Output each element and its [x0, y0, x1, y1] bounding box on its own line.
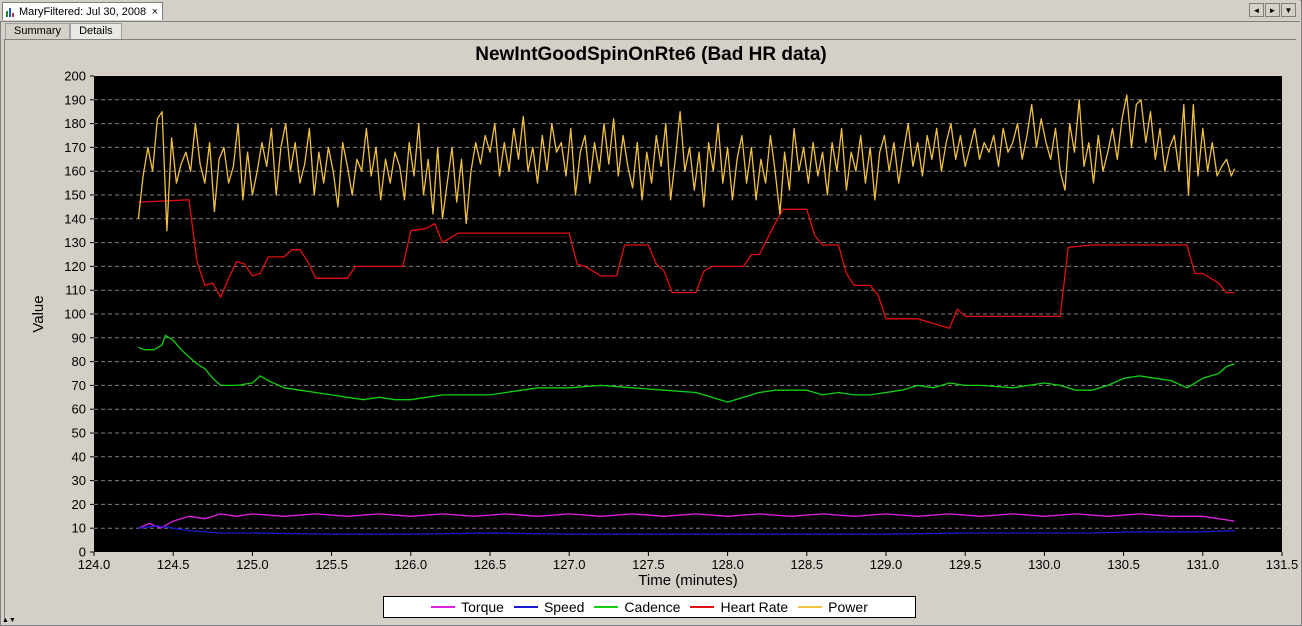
legend-item-power: Power — [798, 599, 868, 615]
document-tab-title: MaryFiltered: Jul 30, 2008 — [19, 5, 147, 18]
x-tick-label: 128.0 — [711, 557, 744, 572]
legend-swatch — [690, 606, 715, 608]
x-tick-label: 127.5 — [632, 557, 665, 572]
x-tick-label: 126.5 — [474, 557, 507, 572]
tab-list-button[interactable]: ▼ — [1281, 3, 1296, 17]
legend-label: Cadence — [624, 599, 681, 615]
x-tick-label: 125.0 — [236, 557, 269, 572]
legend-swatch — [594, 606, 619, 608]
document-tab[interactable]: MaryFiltered: Jul 30, 2008 × — [2, 2, 163, 20]
y-tick-label: 180 — [64, 116, 86, 131]
x-axis-label: Time (minutes) — [638, 572, 737, 589]
y-tick-label: 60 — [72, 402, 86, 417]
x-tick-label: 125.5 — [315, 557, 348, 572]
series-speed-line — [138, 525, 1235, 535]
x-tick-label: 128.5 — [791, 557, 824, 572]
tab-summary[interactable]: Summary — [5, 23, 71, 39]
y-tick-label: 20 — [72, 497, 86, 512]
legend-item-speed: Speed — [513, 599, 585, 615]
y-tick-label: 30 — [72, 473, 86, 488]
y-tick-label: 190 — [64, 92, 86, 107]
y-tick-label: 120 — [64, 259, 86, 274]
series-torque-line — [138, 513, 1235, 529]
legend-item-heart-rate: Heart Rate — [690, 599, 788, 615]
chart-icon — [6, 7, 16, 17]
view-subtabs: Summary Details — [5, 23, 122, 39]
y-tick-label: 170 — [64, 140, 86, 155]
y-tick-label: 80 — [72, 354, 86, 369]
chart-legend: Torque Speed Cadence Heart Rate Power — [383, 596, 916, 618]
legend-item-cadence: Cadence — [594, 599, 680, 615]
y-tick-label: 70 — [72, 378, 86, 393]
x-tick-label: 124.0 — [78, 557, 111, 572]
x-tick-label: 129.5 — [949, 557, 982, 572]
x-tick-label: 127.0 — [553, 557, 586, 572]
x-tick-label: 130.0 — [1028, 557, 1061, 572]
y-tick-label: 100 — [64, 307, 86, 322]
x-tick-label: 131.5 — [1266, 557, 1299, 572]
y-tick-label: 40 — [72, 449, 86, 464]
chart-title: NewIntGoodSpinOnRte6 (Bad HR data) — [475, 44, 827, 65]
x-tick-label: 131.0 — [1187, 557, 1220, 572]
x-tick-label: 124.5 — [157, 557, 190, 572]
legend-label: Heart Rate — [720, 599, 789, 615]
tab-scroll-right-button[interactable]: ► — [1265, 3, 1280, 17]
legend-item-torque: Torque — [431, 599, 504, 615]
resize-arrows-icon: ▲▼ — [2, 617, 16, 624]
legend-swatch — [431, 606, 456, 608]
legend-swatch — [513, 606, 538, 608]
series-cadence-line — [138, 334, 1235, 403]
y-tick-label: 140 — [64, 211, 86, 226]
x-tick-label: 129.0 — [870, 557, 903, 572]
y-tick-label: 90 — [72, 330, 86, 345]
legend-label: Torque — [461, 599, 504, 615]
x-tick-label: 130.5 — [1107, 557, 1140, 572]
y-tick-label: 160 — [64, 164, 86, 179]
y-tick-label: 10 — [72, 521, 86, 536]
y-tick-label: 200 — [64, 69, 86, 84]
details-panel — [4, 39, 1296, 621]
document-tabstrip: MaryFiltered: Jul 30, 2008 × ◄ ► ▼ — [0, 0, 1300, 22]
series-power-line — [137, 94, 1236, 232]
y-tick-label: 0 — [79, 545, 86, 560]
tab-scroll-left-button[interactable]: ◄ — [1249, 3, 1264, 17]
legend-label: Speed — [543, 599, 585, 615]
close-icon[interactable]: × — [151, 5, 158, 18]
y-tick-label: 150 — [64, 188, 86, 203]
tab-navigation: ◄ ► ▼ — [1249, 3, 1296, 17]
x-tick-label: 126.0 — [395, 557, 428, 572]
y-tick-label: 130 — [64, 235, 86, 250]
y-tick-label: 50 — [72, 426, 86, 441]
y-axis-label: Value — [30, 295, 47, 332]
series-heart-rate-line — [138, 199, 1235, 329]
legend-label: Power — [828, 599, 868, 615]
tab-details[interactable]: Details — [70, 23, 122, 39]
y-tick-label: 110 — [65, 283, 86, 298]
legend-swatch — [798, 606, 823, 608]
